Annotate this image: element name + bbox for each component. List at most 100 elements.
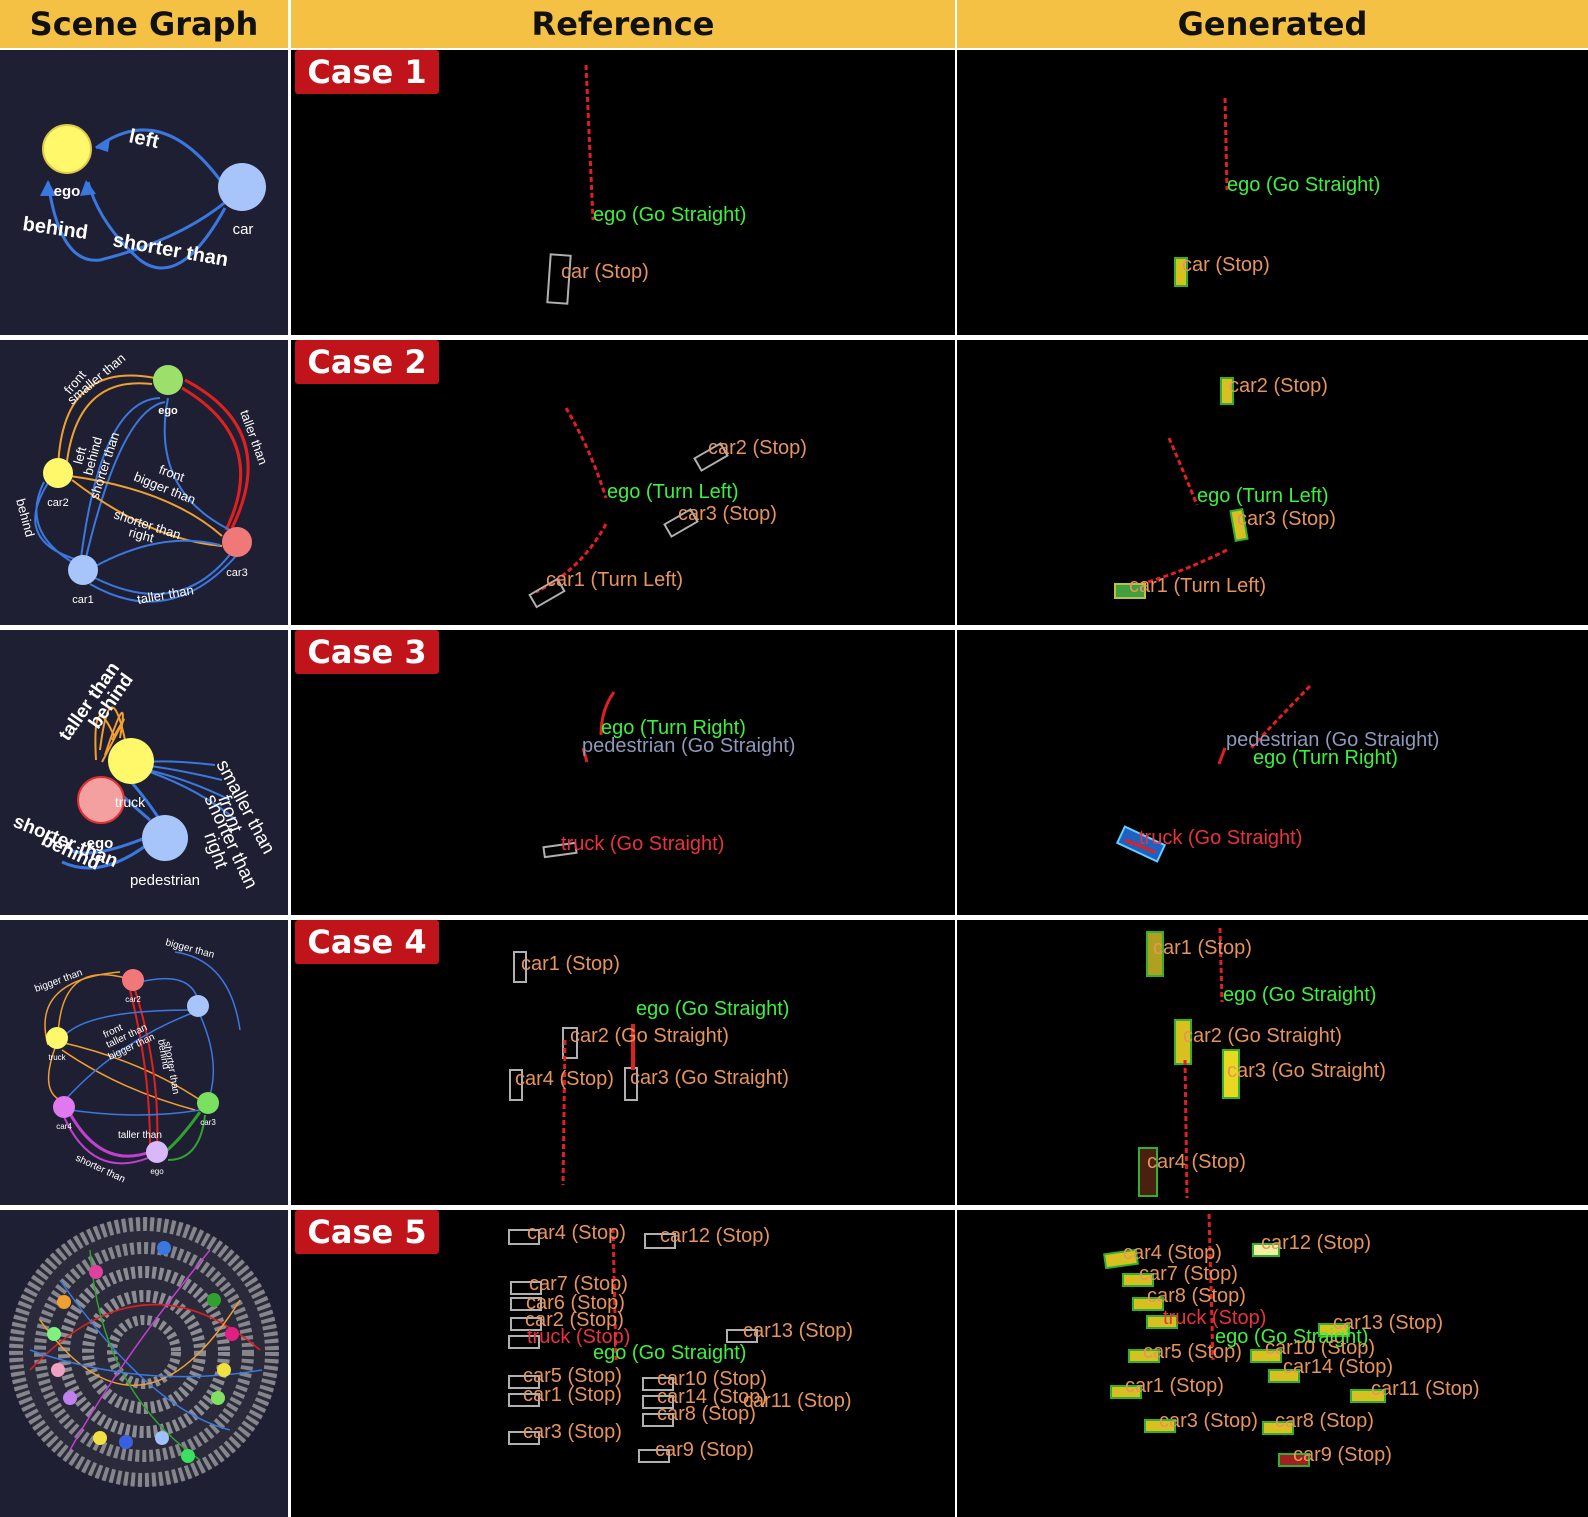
edge-label: left <box>70 445 89 466</box>
object-label: car1 (Stop) <box>523 1384 622 1406</box>
object-label: car4 (Stop) <box>527 1222 626 1244</box>
generated-case-1: ego (Go Straight) car (Stop) <box>957 50 1588 335</box>
object-label: ego (Turn Left) <box>1197 485 1329 507</box>
case-badge: Case 3 <box>295 630 439 674</box>
object-label: ego (Turn Right) <box>1253 747 1398 769</box>
object-label: car9 (Stop) <box>655 1439 754 1461</box>
node-car1 <box>68 555 98 585</box>
node-label-car4: car4 <box>56 1122 72 1131</box>
object-label: truck (Stop) <box>1163 1307 1267 1329</box>
object-label: car4 (Stop) <box>1147 1151 1246 1173</box>
object-label: ego (Go Straight) <box>593 1342 747 1364</box>
object-label: ego (Turn Right) <box>601 717 746 739</box>
scene-graph-case-2: ego car2 car3 car1 front smaller than le… <box>0 340 288 625</box>
node-label-ego: ego <box>150 1167 164 1176</box>
edge-label: behind <box>21 213 89 244</box>
node-label-truck: truck <box>115 794 146 810</box>
reference-case-2: Case 2 car2 (Stop) ego (Turn Left) car3 … <box>291 340 955 625</box>
reference-case-3: Case 3 ego (Turn Right) pedestrian (Go S… <box>291 630 955 915</box>
object-label: car14 (Stop) <box>657 1386 768 1408</box>
object-label: car11 (Stop) <box>743 1390 852 1412</box>
node-label-truck: truck <box>48 1053 66 1062</box>
edge-label: shorter than <box>74 1153 127 1186</box>
edge-label: behind <box>155 1039 171 1070</box>
node-ego <box>153 365 183 395</box>
object-label: car13 (Stop) <box>743 1320 854 1342</box>
object-label: ego (Go Straight) <box>593 204 747 226</box>
object-label: truck (Go Straight) <box>1139 827 1303 849</box>
object-label: car10 (Stop) <box>657 1368 768 1390</box>
object-label: car6 (Stop) <box>526 1292 625 1314</box>
header-reference: Reference <box>291 0 955 48</box>
edge-label: behind <box>13 497 38 539</box>
object-label: car5 (Stop) <box>1143 1341 1242 1363</box>
edge-label: taller than <box>118 1130 162 1141</box>
object-label: ego (Go Straight) <box>1215 1326 1369 1348</box>
object-label: car1 (Stop) <box>521 953 620 975</box>
reference-case-5: Case 5 car4 (Stop) car12 (Stop) car7 (St… <box>291 1210 955 1517</box>
node-ego <box>42 124 92 174</box>
node-truck <box>46 1027 68 1049</box>
object-label: car4 (Stop) <box>1123 1242 1222 1264</box>
scene-graph-case-3: ego truck pedestrian taller than behind … <box>0 630 288 915</box>
header-scene-graph: Scene Graph <box>0 0 288 48</box>
object-label: car3 (Stop) <box>1237 508 1336 530</box>
object-label: car11 (Stop) <box>1371 1378 1480 1400</box>
object-label: ego (Go Straight) <box>636 998 790 1020</box>
object-label: car8 (Stop) <box>657 1403 756 1425</box>
object-label: car3 (Stop) <box>523 1421 622 1443</box>
node-label-ego: ego <box>54 183 81 200</box>
reference-case-1: Case 1 ego (Go Straight) car (Stop) <box>291 50 955 335</box>
node-label-car3: car3 <box>200 1118 216 1127</box>
object-label: ego (Go Straight) <box>1227 174 1381 196</box>
node-truck <box>77 776 125 824</box>
generated-case-2: car2 (Stop) ego (Turn Left) car3 (Stop) … <box>957 340 1588 625</box>
object-label: pedestrian (Go Straight) <box>1226 729 1440 751</box>
node-label-pedestrian: pedestrian <box>130 872 200 889</box>
scene-graph-case-5 <box>0 1210 288 1517</box>
case-badge: Case 1 <box>295 50 439 94</box>
object-label: car2 (Go Straight) <box>570 1025 729 1047</box>
object-label: car2 (Go Straight) <box>1183 1025 1342 1047</box>
object-label: car1 (Stop) <box>1125 1375 1224 1397</box>
object-label: car7 (Stop) <box>1139 1263 1238 1285</box>
object-label: car8 (Stop) <box>1147 1285 1246 1307</box>
node-label-ego: ego <box>87 835 114 852</box>
generated-case-3: pedestrian (Go Straight) ego (Turn Right… <box>957 630 1588 915</box>
node-car2 <box>122 969 144 991</box>
object-label: car4 (Stop) <box>515 1068 614 1090</box>
node-label-car1: car1 <box>72 594 93 606</box>
node-ego <box>146 1141 168 1163</box>
edge-label: left <box>127 125 161 153</box>
node-label-car2: car2 <box>125 995 141 1004</box>
node-ego <box>108 738 154 784</box>
node-pedestrian <box>142 815 188 861</box>
object-label: car12 (Stop) <box>660 1225 771 1247</box>
case-badge: Case 4 <box>295 920 439 964</box>
object-label: car3 (Stop) <box>1159 1410 1258 1432</box>
object-label: ego (Turn Left) <box>607 481 739 503</box>
object-label: car3 (Stop) <box>678 503 777 525</box>
object-label: car1 (Stop) <box>1153 937 1252 959</box>
generated-case-4: car1 (Stop) ego (Go Straight) car2 (Go S… <box>957 920 1588 1205</box>
node-car3 <box>197 1092 219 1114</box>
node-car <box>218 163 266 211</box>
node-car4 <box>53 1096 75 1118</box>
case-badge: Case 5 <box>295 1210 439 1254</box>
object-label: pedestrian (Go Straight) <box>582 735 796 757</box>
object-label: car (Stop) <box>1182 254 1270 276</box>
object-label: car7 (Stop) <box>529 1273 628 1295</box>
node-car3 <box>222 527 252 557</box>
reference-case-4: Case 4 car1 (Stop) ego (Go Straight) car… <box>291 920 955 1205</box>
object-label: car2 (Stop) <box>708 437 807 459</box>
object-label: car5 (Stop) <box>523 1365 622 1387</box>
edge-label: bigger than <box>164 937 215 961</box>
object-label: ego (Go Straight) <box>1223 984 1377 1006</box>
node-car1 <box>187 995 209 1017</box>
object-label: car10 (Stop) <box>1265 1337 1376 1359</box>
case-badge: Case 2 <box>295 340 439 384</box>
object-label: car2 (Stop) <box>1229 375 1328 397</box>
node-label-ego: ego <box>158 405 178 417</box>
object-label: car1 (Turn Left) <box>546 569 684 591</box>
header-generated: Generated <box>957 0 1588 48</box>
